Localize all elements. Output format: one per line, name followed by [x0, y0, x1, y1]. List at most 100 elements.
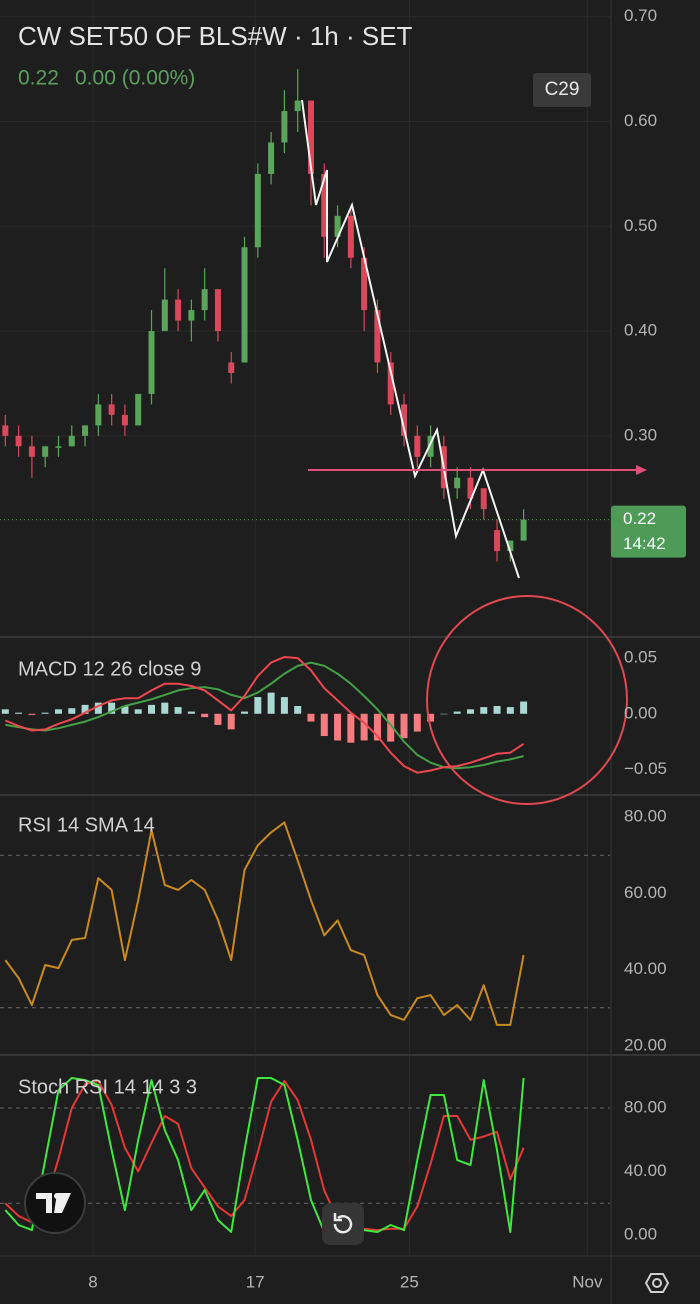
- histogram-bar: [15, 712, 23, 714]
- y-tick-label: 0.30: [624, 425, 657, 444]
- y-tick-label: 0.70: [624, 6, 657, 25]
- histogram-bar: [347, 713, 355, 743]
- y-tick-label: 0.40: [624, 321, 657, 340]
- pane-title: MACD 12 26 close 9: [18, 658, 201, 680]
- candle-body: [15, 435, 22, 447]
- histogram-bar: [28, 713, 36, 715]
- y-tick-label: 40.00: [624, 1161, 667, 1180]
- candle-body: [42, 446, 49, 457]
- histogram-bar: [54, 709, 62, 714]
- symbol-title: CW SET50 OF BLS#W · 1h · SET: [18, 21, 413, 51]
- candle-body: [254, 173, 261, 248]
- candle-body: [321, 173, 328, 237]
- logo-dot[interactable]: [54, 1193, 60, 1199]
- reset-icon[interactable]: [333, 1215, 353, 1234]
- x-tick-label: Nov: [572, 1272, 603, 1291]
- histogram-bar: [453, 711, 461, 714]
- histogram-bar: [280, 697, 288, 714]
- logo-mark[interactable]: [36, 1193, 71, 1213]
- candle-body: [241, 247, 248, 363]
- candle-body: [268, 142, 275, 174]
- y-tick-label: 20.00: [624, 1035, 667, 1054]
- histogram-bar: [400, 713, 408, 739]
- macd-line: [4, 656, 525, 774]
- histogram-bar: [108, 702, 116, 714]
- histogram-bar: [413, 713, 421, 732]
- histogram-bar: [360, 713, 368, 741]
- candle-body: [108, 404, 115, 415]
- histogram-bar: [174, 707, 182, 714]
- y-tick-label: 0.50: [624, 216, 657, 235]
- candle-body: [401, 404, 408, 436]
- histogram-bar: [148, 704, 156, 714]
- candle-body: [148, 331, 155, 394]
- histogram-bar: [373, 713, 381, 741]
- candle-body: [494, 530, 501, 552]
- histogram-bar: [267, 692, 275, 714]
- histogram-bar: [241, 711, 249, 714]
- histogram-bar: [121, 705, 129, 714]
- last-price-label: 0.22: [623, 509, 656, 528]
- histogram-bar: [1, 709, 9, 714]
- countdown: 14:42: [623, 534, 666, 553]
- histogram-bar: [320, 713, 328, 737]
- logo-circle[interactable]: [24, 1172, 86, 1234]
- candle-body: [188, 310, 195, 321]
- candle-body: [121, 414, 128, 426]
- badge-bg: [533, 73, 591, 107]
- reset-arrow[interactable]: [333, 1213, 342, 1222]
- settings-dot[interactable]: [652, 1278, 662, 1288]
- candle-body: [281, 111, 288, 143]
- pane-title: Stoch RSI 14 14 3 3: [18, 1076, 197, 1098]
- y-tick-label: 80.00: [624, 1098, 667, 1117]
- x-tick-label: 17: [246, 1272, 265, 1291]
- histogram-bar: [480, 707, 488, 714]
- logo-button[interactable]: [24, 1172, 86, 1234]
- y-tick-label: 0.00: [624, 1224, 657, 1243]
- histogram-bar: [440, 713, 448, 715]
- histogram-bar: [227, 713, 235, 730]
- candle-body: [454, 477, 461, 489]
- candle-body: [82, 425, 89, 436]
- histogram-bar: [520, 701, 528, 714]
- reset-button[interactable]: [322, 1203, 364, 1245]
- histogram-bar: [161, 702, 169, 714]
- histogram-bar: [214, 713, 222, 725]
- signal-line: [5, 661, 524, 770]
- histogram-bar: [254, 697, 262, 714]
- candle-body: [161, 299, 168, 332]
- histogram-bar: [187, 711, 195, 714]
- reset-bg[interactable]: [322, 1203, 364, 1245]
- candle-body: [2, 425, 9, 436]
- settings-icon[interactable]: [644, 1273, 670, 1293]
- histogram-bar: [68, 708, 76, 714]
- candle-body: [414, 435, 421, 457]
- x-tick-label: 25: [400, 1272, 419, 1291]
- y-tick-label: 0.60: [624, 111, 657, 130]
- candle-body: [427, 435, 434, 457]
- histogram-bar: [201, 713, 209, 718]
- candle-body: [347, 215, 354, 258]
- y-tick-label: 0.05: [624, 648, 657, 667]
- plot-layer: [0, 0, 610, 1255]
- rsi-line: [4, 821, 525, 1026]
- settings-button[interactable]: [644, 1273, 670, 1293]
- last-price-box: [611, 505, 686, 558]
- histogram-bar: [387, 713, 395, 742]
- histogram-bar: [493, 705, 501, 714]
- histogram-bar: [41, 712, 49, 714]
- candle-body: [55, 446, 62, 448]
- header-price: 0.22: [18, 67, 59, 90]
- histogram-bar: [81, 704, 89, 714]
- histogram-bar: [506, 707, 514, 714]
- candle-body: [28, 446, 35, 457]
- y-tick-label: 60.00: [624, 883, 667, 902]
- candle-body: [387, 362, 394, 405]
- candle-body: [374, 310, 381, 363]
- badge: C29: [545, 79, 580, 100]
- candle-body: [334, 215, 341, 237]
- k-line: [4, 1077, 525, 1233]
- circle-drawing: [426, 595, 628, 805]
